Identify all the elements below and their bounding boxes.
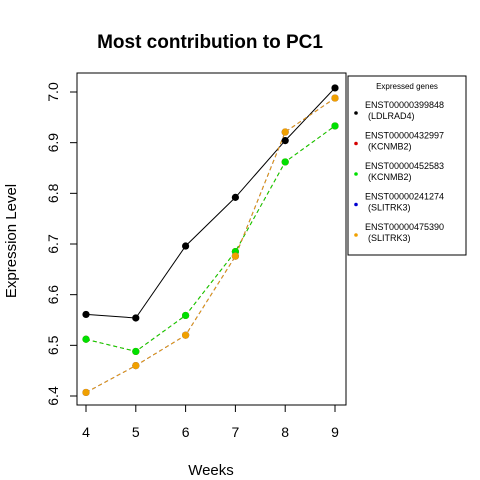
legend-sublabel-1: (LDLRAD4) [368,111,415,121]
legend-marker-3 [354,172,358,176]
y-axis-label: Expression Level [3,184,20,298]
x-axis-label: Weeks [188,462,234,479]
x-tick-label: 9 [331,424,339,440]
data-point-series-3 [182,311,190,320]
data-point-series-3 [331,122,339,130]
y-tick-label: 6.8 [45,183,61,203]
legend-sublabel-3: (KCNMB2) [368,172,412,182]
x-tick-label: 4 [82,424,90,440]
series-points [82,84,339,397]
y-axis: 6.4 6.5 6.6 6.7 6.8 6.9 7.0 [45,82,78,406]
plot-frame [76,72,347,406]
legend-label-5: ENST00000475390 [365,222,444,232]
legend-marker-2 [354,141,358,146]
series-line-3 [85,125,336,352]
data-point-series-5 [331,94,339,102]
data-point-series-5 [82,388,90,397]
data-point-series-1 [82,310,90,319]
data-point-series-1 [281,137,289,145]
data-point-series-5 [182,331,190,339]
y-tick-label: 7.0 [45,82,61,102]
legend-title: Expressed genes [376,82,438,91]
x-tick-label: 8 [281,424,289,440]
data-point-series-5 [231,252,239,260]
data-point-series-1 [132,314,140,322]
data-point-series-5 [132,362,140,370]
x-axis: 4 5 6 7 8 9 [82,404,339,440]
legend-marker-1 [354,111,358,115]
data-point-series-3 [281,158,289,166]
legend-box [347,75,467,256]
legend-label-4: ENST00000241274 [365,192,444,202]
y-tick-label: 6.9 [45,133,61,153]
x-tick-label: 5 [132,424,140,440]
series-lines [85,87,336,393]
legend-label-1: ENST00000399848 [365,100,444,110]
chart-title: Most contribution to PC1 [97,32,323,53]
y-tick-label: 6.5 [45,335,61,355]
data-point-series-3 [132,347,140,356]
x-tick-label: 7 [232,424,240,440]
legend-sublabel-4: (SLITRK3) [368,203,411,213]
legend-marker-4 [354,202,358,207]
data-point-series-3 [82,335,90,343]
series-line-5 [85,97,336,393]
y-tick-label: 6.7 [45,234,61,254]
legend-sublabel-5: (SLITRK3) [368,233,411,243]
y-tick-label: 6.6 [45,285,61,305]
legend-label-2: ENST00000432997 [365,131,444,141]
data-point-series-5 [281,128,289,136]
legend-label-3: ENST00000452583 [365,161,444,171]
legend-sublabel-2: (KCNMB2) [368,142,412,152]
data-point-series-1 [231,193,239,201]
series-line-1 [85,87,336,319]
data-point-series-1 [331,84,339,92]
data-point-series-1 [182,242,190,250]
y-tick-label: 6.4 [45,386,61,406]
legend: Expressed genes ENST00000399848(LDLRAD4)… [347,75,467,256]
legend-marker-5 [354,233,358,237]
x-tick-label: 6 [182,424,190,440]
legend-items: ENST00000399848(LDLRAD4)ENST00000432997(… [354,100,444,243]
